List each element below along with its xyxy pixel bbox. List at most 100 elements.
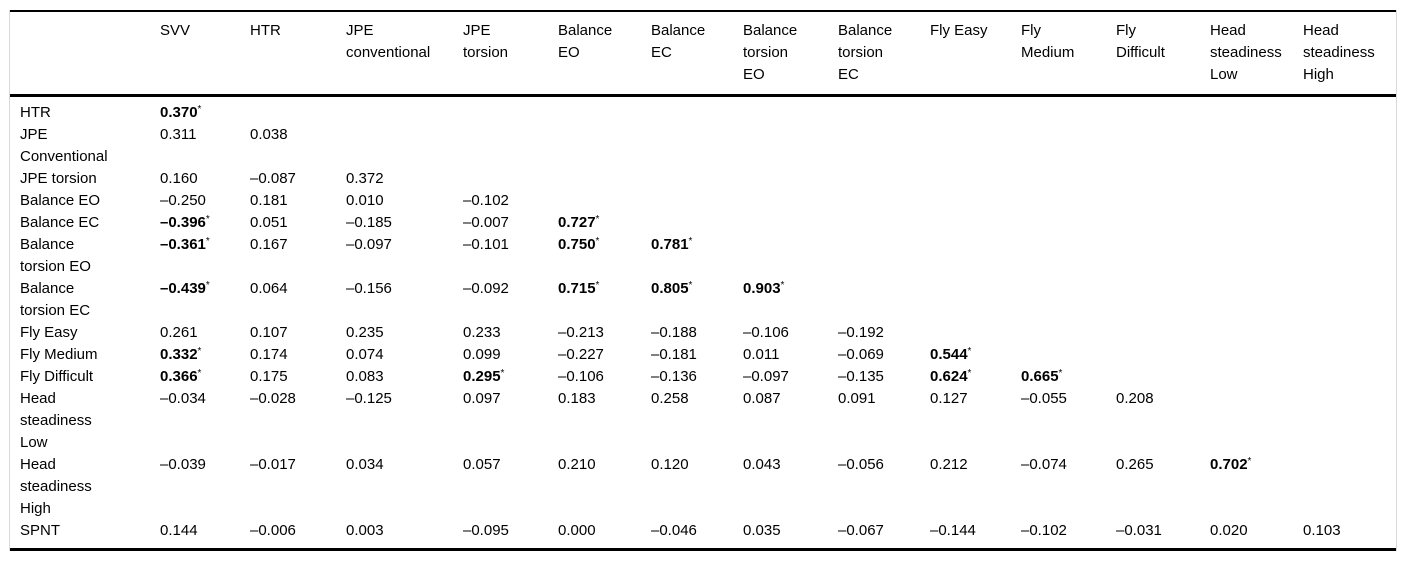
header-row: SVV HTR JPE conventional JPE torsion Balance… [10, 11, 1396, 96]
significant-value: 0.903 [743, 280, 781, 297]
column-header: Fly Medium [1021, 22, 1075, 61]
value-cell [1303, 366, 1396, 388]
significant-value: 0.295 [463, 368, 501, 385]
value-cell [930, 278, 1021, 322]
value-cell: 0.235 [346, 324, 384, 341]
value-cell [558, 190, 651, 212]
value-cell [1210, 278, 1303, 322]
value-cell: 0.167 [250, 236, 288, 253]
value-cell [1021, 344, 1116, 366]
value-cell [930, 212, 1021, 234]
value-cell [1303, 278, 1396, 322]
value-cell: 0.805* [651, 278, 743, 322]
value-cell: –0.039 [160, 456, 206, 473]
value-cell: –0.135 [838, 368, 884, 385]
row-label: Balance EC [20, 214, 100, 231]
value-cell: –0.074 [1021, 456, 1067, 473]
value-cell [1210, 344, 1303, 366]
value-cell: 0.665* [1021, 366, 1116, 388]
value-cell: 0.258 [651, 390, 689, 407]
significant-value: 0.781 [651, 236, 689, 253]
value-cell [1303, 454, 1396, 520]
value-cell [1210, 96, 1303, 125]
value-cell: –0.136 [651, 368, 697, 385]
value-cell [930, 190, 1021, 212]
value-cell: 0.011 [743, 346, 780, 363]
value-cell: 0.265 [1116, 456, 1154, 473]
value-cell [743, 124, 838, 168]
row-label: Head steadiness High [20, 456, 92, 517]
value-cell: –0.227 [558, 346, 604, 363]
value-cell: –0.069 [838, 346, 884, 363]
value-cell [1210, 168, 1303, 190]
value-cell [1210, 322, 1303, 344]
table-row: Balance EO –0.250 0.181 0.010 –0.102 [10, 190, 1396, 212]
value-cell [1303, 388, 1396, 454]
value-cell [743, 96, 838, 125]
value-cell: –0.188 [651, 324, 697, 341]
value-cell [250, 96, 346, 125]
value-cell [1021, 96, 1116, 125]
value-cell: 0.064 [250, 280, 288, 297]
column-header: JPE conventional [346, 22, 431, 61]
significance-asterisk: * [967, 346, 972, 357]
column-header: SVV [160, 22, 191, 39]
value-cell: 0.087 [743, 390, 781, 407]
value-cell [651, 124, 743, 168]
value-cell: 0.702* [1210, 454, 1303, 520]
value-cell [743, 190, 838, 212]
value-cell [838, 212, 930, 234]
table-body: HTR 0.370* JPE Conventional 0.311 0.038 JPE t… [10, 96, 1396, 550]
value-cell: 0.781* [651, 234, 743, 278]
value-cell: 0.727* [558, 212, 651, 234]
value-cell [1021, 168, 1116, 190]
significant-value: 0.665 [1021, 368, 1059, 385]
significant-value: 0.750 [558, 236, 596, 253]
significance-asterisk: * [688, 236, 693, 247]
value-cell: –0.185 [346, 214, 392, 231]
value-cell [651, 96, 743, 125]
significance-asterisk: * [967, 368, 972, 379]
value-cell [558, 124, 651, 168]
significant-value: 0.624 [930, 368, 968, 385]
value-cell: –0.028 [250, 390, 296, 407]
value-cell [1116, 190, 1210, 212]
value-cell [463, 124, 558, 168]
value-cell: 0.000 [558, 522, 596, 539]
value-cell [1021, 212, 1116, 234]
significant-value: 0.332 [160, 346, 198, 363]
significant-value: 0.702 [1210, 456, 1248, 473]
value-cell [930, 168, 1021, 190]
value-cell [1210, 234, 1303, 278]
value-cell [1303, 344, 1396, 366]
value-cell: –0.087 [250, 170, 296, 187]
significance-asterisk: * [197, 368, 202, 379]
value-cell [1303, 322, 1396, 344]
value-cell: 0.003 [346, 522, 384, 539]
value-cell [1021, 190, 1116, 212]
row-label: SPNT [20, 522, 61, 539]
value-cell [838, 278, 930, 322]
value-cell: 0.144 [160, 522, 198, 539]
value-cell [463, 168, 558, 190]
value-cell: 0.372 [346, 170, 384, 187]
table-row: Balance EC –0.396* 0.051 –0.185 –0.007 0.727* [10, 212, 1396, 234]
value-cell: 0.366* [160, 366, 250, 388]
value-cell [838, 96, 930, 125]
significant-value: 0.715 [558, 280, 596, 297]
value-cell: –0.156 [346, 280, 392, 297]
table-row: SPNT 0.144 –0.006 0.003 –0.095 0.000 –0.046 0.0… [10, 520, 1396, 550]
significance-asterisk: * [1247, 456, 1252, 467]
value-cell [838, 234, 930, 278]
value-cell: 0.091 [838, 390, 876, 407]
value-cell: 0.160 [160, 170, 198, 187]
table-row: HTR 0.370* [10, 96, 1396, 125]
significant-value: 0.805 [651, 280, 689, 297]
value-cell [1210, 388, 1303, 454]
value-cell [1021, 234, 1116, 278]
row-label: Balance torsion EC [20, 280, 91, 319]
value-cell: –0.361* [160, 234, 250, 278]
value-cell: 0.903* [743, 278, 838, 322]
value-cell: 0.181 [250, 192, 288, 209]
table-row: JPE Conventional 0.311 0.038 [10, 124, 1396, 168]
